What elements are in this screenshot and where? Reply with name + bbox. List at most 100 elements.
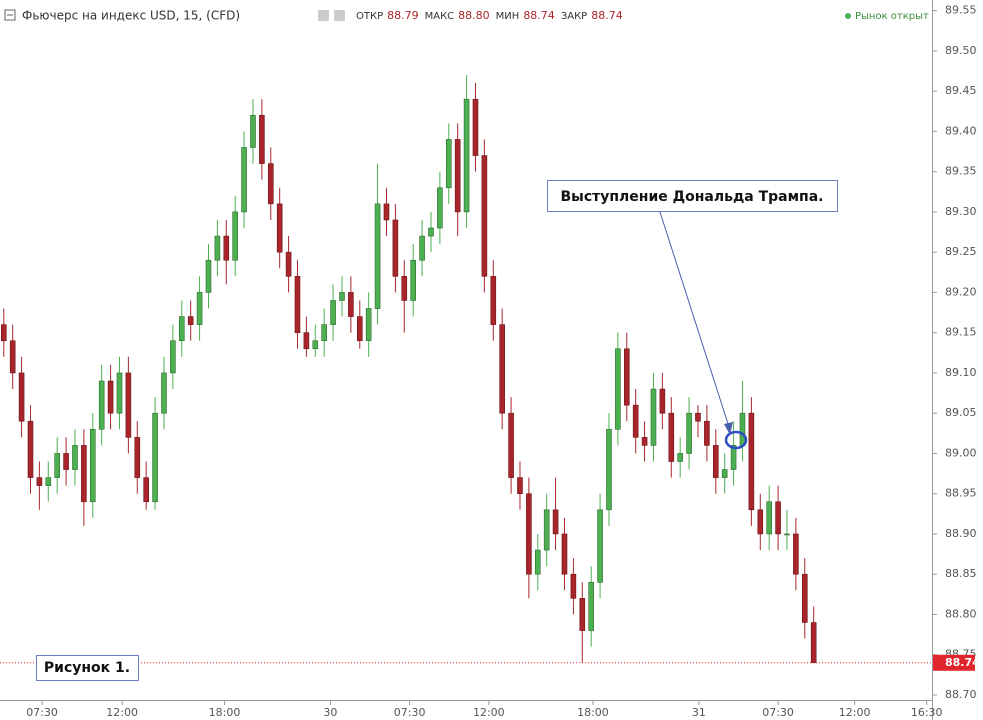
y-tick-label: 89.10	[945, 366, 977, 379]
caption-box	[36, 655, 139, 681]
candle-body	[686, 412, 692, 454]
candle-body	[534, 549, 541, 575]
x-tick-label: 18:00	[209, 706, 241, 719]
y-tick-label: 89.40	[945, 124, 977, 137]
annotation-box	[547, 180, 838, 212]
candle-body	[81, 445, 87, 503]
candle-body	[107, 380, 114, 414]
candle-body	[348, 292, 354, 317]
y-tick-label: 88.85	[945, 567, 977, 580]
candle-body	[517, 477, 523, 494]
candle-body	[312, 340, 319, 350]
candle-body	[241, 147, 247, 213]
quote-label: МИН	[496, 11, 520, 22]
candle-body	[365, 308, 372, 342]
candle-body	[410, 259, 416, 301]
candle-body	[152, 412, 158, 503]
candle-body	[428, 227, 434, 237]
candle-body	[632, 404, 639, 438]
candle-body	[0, 324, 7, 342]
y-tick-label: 89.50	[945, 44, 977, 57]
candle-body	[543, 509, 550, 551]
candle-body	[615, 348, 621, 430]
candle-body	[339, 292, 345, 301]
y-tick-label: 89.25	[945, 245, 977, 258]
quote-bar: ОТКР 88.79 МАКС 88.80 МИН 88.74 ЗАКР 88.74	[356, 9, 623, 22]
y-tick-label: 88.70	[945, 688, 977, 701]
candle-body	[775, 501, 781, 535]
candle-body	[784, 533, 790, 536]
candle-body	[481, 155, 488, 277]
candle-body	[695, 412, 701, 422]
candle-body	[134, 437, 141, 478]
candle-body	[196, 292, 203, 325]
candle-body	[54, 453, 60, 478]
candle-body	[285, 251, 292, 277]
y-tick-label: 88.95	[945, 487, 977, 500]
candle-body	[445, 139, 452, 189]
candle-body	[9, 340, 16, 374]
candle-body	[739, 412, 746, 446]
y-tick-label: 88.80	[945, 607, 977, 620]
candle-body	[374, 203, 381, 309]
candle-body	[383, 203, 390, 221]
candle-body	[526, 493, 532, 575]
candle-body	[508, 412, 514, 478]
candle-body	[597, 509, 603, 583]
candle-body	[641, 437, 648, 446]
highlight-ellipse	[724, 430, 748, 450]
x-tick-label: 07:30	[26, 706, 58, 719]
annotation-arrow	[659, 211, 731, 431]
y-tick-label: 89.05	[945, 406, 977, 419]
annotation-text: Выступление Дональда Трампа.	[561, 189, 824, 205]
candle-body	[650, 388, 657, 446]
collapse-icon[interactable]	[4, 9, 16, 21]
x-tick-label: 31	[692, 706, 706, 719]
candle-body	[205, 259, 212, 293]
candle-body	[170, 340, 176, 374]
candle-body	[552, 509, 559, 535]
candle-body	[801, 573, 808, 623]
candle-body	[659, 388, 666, 414]
candle-body	[250, 114, 256, 148]
candle-body	[721, 469, 728, 478]
candle-body	[793, 533, 799, 575]
candle-body	[27, 420, 34, 478]
candle-body	[89, 428, 96, 503]
quote-value: 88.79	[387, 9, 419, 22]
x-tick-label: 12:00	[839, 706, 871, 719]
candle-body	[223, 235, 230, 261]
candle-body	[401, 276, 408, 301]
settings-icon[interactable]	[318, 10, 329, 21]
y-tick-label: 89.20	[945, 285, 977, 298]
x-tick-label: 18:00	[577, 706, 609, 719]
caption-text: Рисунок 1.	[44, 660, 130, 676]
candle-body	[125, 372, 132, 438]
candle-body	[579, 598, 586, 631]
candle-body	[570, 573, 577, 599]
candle-body	[623, 348, 630, 406]
x-tick-label: 12:00	[106, 706, 138, 719]
candle-body	[45, 477, 52, 486]
candle-body	[606, 428, 612, 511]
settings-icon[interactable]	[334, 10, 345, 21]
market-status: Рынок открыт	[855, 11, 929, 22]
candle-body	[463, 98, 470, 213]
candle-body	[187, 316, 194, 325]
status-dot	[845, 13, 851, 19]
y-tick-label: 88.90	[945, 527, 977, 540]
candle-body	[98, 380, 105, 430]
y-tick-label: 89.30	[945, 205, 977, 218]
candle-body	[704, 420, 710, 446]
candle-body	[178, 316, 185, 342]
candle-body	[303, 332, 310, 350]
candle-body	[561, 533, 568, 575]
candle-body	[36, 477, 43, 486]
candle-body	[472, 98, 479, 156]
candle-body	[588, 581, 594, 631]
plot-area	[0, 75, 932, 664]
candle-body	[454, 139, 461, 213]
candle-body	[419, 235, 425, 261]
quote-value: 88.80	[458, 9, 490, 22]
